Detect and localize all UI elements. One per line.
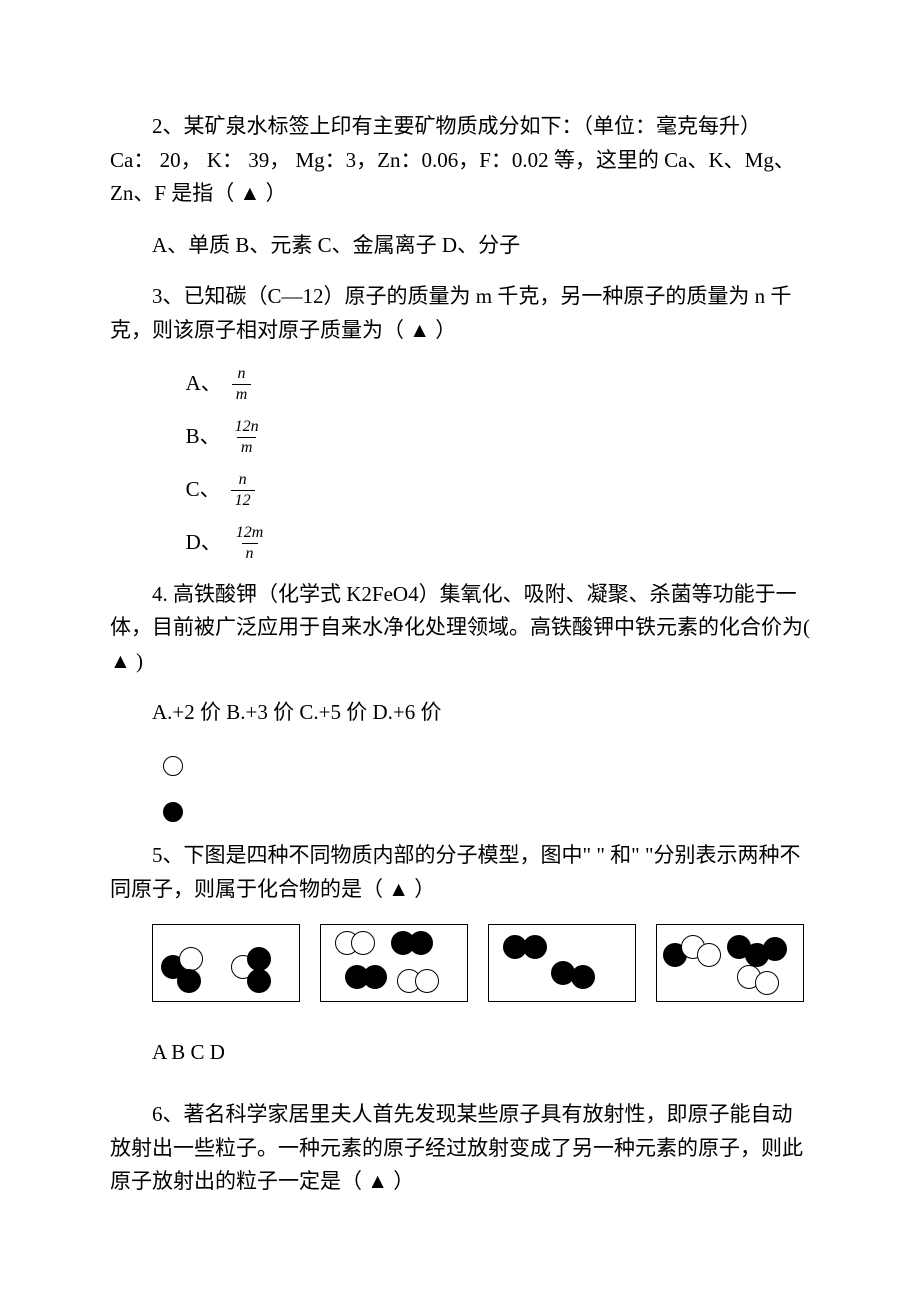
q3-b-num: 12n [231,419,263,437]
q6-text: 6、著名科学家居里夫人首先发现某些原子具有放射性，即原子能自动放射出一些粒子。一… [110,1098,810,1199]
q3-c-num: n [235,472,251,490]
q3-option-b: B、 12n m [110,419,810,456]
fraction-icon: n m [232,366,252,403]
atom-filled-icon [177,969,201,993]
q4-text: 4. 高铁酸钾（化学式 K2FeO4）集氧化、吸附、凝聚、杀菌等功能于一体，目前… [110,578,810,679]
filled-circle-icon-row [110,794,810,828]
molecule-panel-c [488,924,636,1002]
q3-d-num: 12m [232,525,268,543]
q2-options: A、单质 B、元素 C、金属离子 D、分子 [110,229,810,263]
q3-b-label: B、 [186,420,221,454]
fraction-icon: 12m n [232,525,268,562]
q3-d-label: D、 [186,526,222,560]
atom-open-icon [755,971,779,995]
q3-a-den: m [232,384,252,403]
atom-open-icon [415,969,439,993]
atom-filled-icon [247,947,271,971]
atom-open-icon [697,943,721,967]
fraction-icon: n 12 [231,472,255,509]
q3-option-d: D、 12m n [110,525,810,562]
q3-option-c: C、 n 12 [110,472,810,509]
q3-c-label: C、 [186,473,221,507]
q4-options: A.+2 价 B.+3 价 C.+5 价 D.+6 价 [110,696,810,730]
open-circle-icon-row [110,748,810,782]
q3-a-num: n [234,366,250,384]
q5-options: A B C D [110,1036,810,1070]
q3-c-den: 12 [231,490,255,509]
q2-text: 2、某矿泉水标签上印有主要矿物质成分如下：（单位：毫克每升） Ca： 20， K… [110,110,810,211]
atom-open-icon [179,947,203,971]
molecule-panel-a [152,924,300,1002]
molecule-panel-b [320,924,468,1002]
atom-filled-icon [247,969,271,993]
atom-filled-icon [571,965,595,989]
q3-option-a: A、 n m [110,366,810,403]
q3-b-den: m [237,437,257,456]
q3-a-label: A、 [186,367,222,401]
open-circle-icon [163,756,183,776]
molecule-panel-d [656,924,804,1002]
atom-filled-icon [763,937,787,961]
fraction-icon: 12n m [231,419,263,456]
filled-circle-icon [163,802,183,822]
atom-open-icon [351,931,375,955]
atom-filled-icon [523,935,547,959]
q5-text: 5、下图是四种不同物质内部的分子模型，图中" " 和" "分别表示两种不同原子，… [110,839,810,906]
q3-text: 3、已知碳（C—12）原子的质量为 m 千克，另一种原子的质量为 n 千克，则该… [110,280,810,347]
molecule-diagram-row [110,924,810,1002]
atom-filled-icon [363,965,387,989]
q3-d-den: n [242,543,258,562]
atom-filled-icon [409,931,433,955]
